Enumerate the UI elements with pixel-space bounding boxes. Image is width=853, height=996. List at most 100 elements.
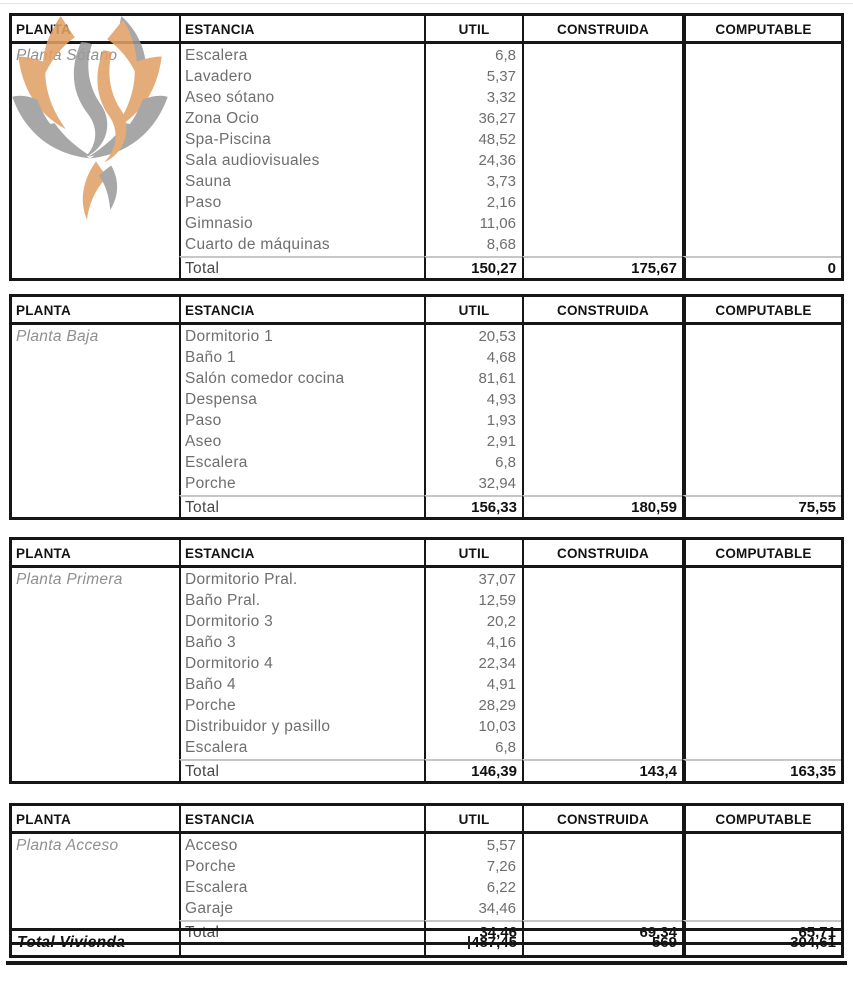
room-util-value: 6,8 [495, 454, 516, 471]
room-name: Escalera [185, 739, 248, 756]
table-gap [9, 520, 847, 537]
room-name: Porche [185, 697, 236, 714]
table-gap [9, 784, 847, 803]
room-util-value: 34,46 [478, 900, 516, 917]
room-name: Sauna [185, 173, 232, 190]
estancia-column: Acceso Porche Escalera Garaje [179, 834, 424, 920]
scan-edge-line [0, 3, 853, 4]
room-name: Aseo [185, 433, 222, 450]
grand-total-section: Total Vivienda 487,45 569 304,61 [6, 928, 847, 965]
construida-column [522, 325, 682, 495]
floor-name: Planta Acceso [16, 837, 119, 854]
table-total-row: Total 150,27 175,67 0 [12, 256, 841, 278]
column-header-util: UTIL [424, 806, 522, 834]
room-util-value: 20,2 [486, 613, 516, 630]
util-column: 20,53 4,68 81,61 4,93 1,93 2,91 6,8 32,94 [424, 325, 522, 495]
room-name: Dormitorio 4 [185, 655, 274, 672]
room-util-value: 1,93 [486, 412, 516, 429]
room-util-value: 20,53 [478, 328, 516, 345]
column-header-planta: PLANTA [12, 806, 179, 834]
total-construida-value: 175,67 [522, 256, 682, 278]
room-name: Paso [185, 194, 222, 211]
total-computable-value: 75,55 [682, 495, 841, 517]
column-header-construida: CONSTRUIDA [522, 16, 682, 44]
util-column: 5,57 7,26 6,22 34,46 [424, 834, 522, 920]
total-label: Total [179, 759, 424, 781]
estancia-column: Dormitorio 1 Baño 1 Salón comedor cocina De… [179, 325, 424, 495]
room-util-value: 6,8 [495, 739, 516, 756]
total-label: Total [179, 495, 424, 517]
table-body-row: Planta Acceso Acceso Porche Escalera Garaje 5… [12, 834, 841, 920]
room-util-value: 4,93 [486, 391, 516, 408]
room-util-value: 4,68 [486, 349, 516, 366]
table-header-row: PLANTA ESTANCIA UTIL CONSTRUIDA COMPUTABLE [12, 297, 841, 325]
room-name: Salón comedor cocina [185, 370, 345, 387]
column-header-planta: PLANTA [12, 297, 179, 325]
table-body-row: Planta Baja Dormitorio 1 Baño 1 Salón comed… [12, 325, 841, 495]
grand-total-util-value: 487,45 [471, 934, 517, 951]
room-name: Escalera [185, 47, 248, 64]
floor-name: Planta Sótano [16, 47, 118, 64]
room-name: Spa-Piscina [185, 131, 272, 148]
room-name: Acceso [185, 837, 238, 854]
total-computable-value: 163,35 [682, 759, 841, 781]
room-name: Garaje [185, 900, 234, 917]
room-name: Zona Ocio [185, 110, 260, 127]
room-name: Despensa [185, 391, 258, 408]
total-construida-value: 143,4 [522, 759, 682, 781]
cell-cursor [468, 936, 471, 949]
room-util-value: 28,29 [478, 697, 516, 714]
planta-column: Planta Primera [12, 568, 179, 759]
room-util-value: 37,07 [478, 571, 516, 588]
room-util-value: 6,22 [486, 879, 516, 896]
room-name: Baño 1 [185, 349, 236, 366]
floor-table: PLANTA ESTANCIA UTIL CONSTRUIDA COMPUTABLE Pl… [9, 803, 844, 945]
table-body-row: Planta Primera Dormitorio Pral. Baño Pral.… [12, 568, 841, 759]
column-header-computable: COMPUTABLE [682, 806, 841, 834]
room-util-value: 81,61 [478, 370, 516, 387]
grand-total-table: Total Vivienda 487,45 569 304,61 [9, 928, 844, 958]
room-util-value: 6,8 [495, 47, 516, 64]
total-planta-empty [12, 759, 179, 781]
floor-table: PLANTA ESTANCIA UTIL CONSTRUIDA COMPUTABLE Pl… [9, 294, 844, 520]
column-header-computable: COMPUTABLE [682, 297, 841, 325]
room-util-value: 2,91 [486, 433, 516, 450]
table-gap [9, 281, 847, 294]
column-header-util: UTIL [424, 297, 522, 325]
room-name: Dormitorio Pral. [185, 571, 298, 588]
floor-name: Planta Baja [16, 328, 99, 345]
floor-tables: PLANTA ESTANCIA UTIL CONSTRUIDA COMPUTABLE Pl… [9, 13, 847, 954]
total-construida-value: 180,59 [522, 495, 682, 517]
grand-total-construida-value: 569 [522, 931, 682, 955]
room-name: Porche [185, 475, 236, 492]
column-header-construida: CONSTRUIDA [522, 806, 682, 834]
room-util-value: 5,57 [486, 837, 516, 854]
estancia-column: Dormitorio Pral. Baño Pral. Dormitorio 3 Ba… [179, 568, 424, 759]
room-name: Paso [185, 412, 222, 429]
computable-column [682, 325, 841, 495]
table-header-row: PLANTA ESTANCIA UTIL CONSTRUIDA COMPUTABLE [12, 540, 841, 568]
room-name: Baño Pral. [185, 592, 261, 609]
total-util-value: 150,27 [424, 256, 522, 278]
floor-table: PLANTA ESTANCIA UTIL CONSTRUIDA COMPUTABLE Pl… [9, 537, 844, 784]
total-label: Total [179, 256, 424, 278]
total-util-value: 146,39 [424, 759, 522, 781]
room-name: Aseo sótano [185, 89, 275, 106]
total-planta-empty [12, 256, 179, 278]
room-util-value: 11,06 [479, 215, 516, 232]
computable-column [682, 568, 841, 759]
room-name: Cuarto de máquinas [185, 236, 330, 253]
column-header-computable: COMPUTABLE [682, 540, 841, 568]
util-column: 37,07 12,59 20,2 4,16 22,34 4,91 28,29 10,03 6,8 [424, 568, 522, 759]
column-header-estancia: ESTANCIA [179, 806, 424, 834]
column-header-util: UTIL [424, 16, 522, 44]
bottom-rule [6, 961, 847, 965]
room-util-value: 3,73 [486, 173, 516, 190]
column-header-util: UTIL [424, 540, 522, 568]
room-name: Baño 4 [185, 676, 236, 693]
computable-column [682, 44, 841, 256]
column-header-planta: PLANTA [12, 540, 179, 568]
column-header-computable: COMPUTABLE [682, 16, 841, 44]
room-name: Escalera [185, 454, 248, 471]
